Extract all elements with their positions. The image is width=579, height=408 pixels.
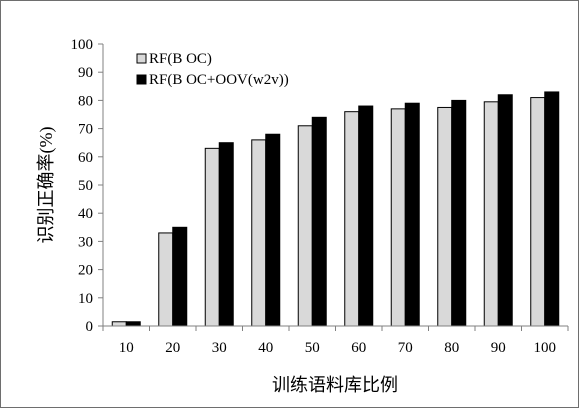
y-tick-label: 90 bbox=[78, 65, 93, 81]
x-tick-label: 90 bbox=[491, 340, 506, 356]
x-tick-label: 100 bbox=[534, 340, 557, 356]
y-tick-label: 60 bbox=[78, 150, 93, 166]
legend-swatch-series-1 bbox=[136, 53, 147, 64]
y-tick-label: 70 bbox=[78, 122, 93, 138]
bar-series-2-90 bbox=[497, 94, 513, 327]
bars bbox=[111, 91, 560, 327]
legend-label-series-1: RF(B OC) bbox=[149, 51, 212, 67]
x-tick-label: 10 bbox=[119, 340, 134, 356]
bar-series-2-50 bbox=[311, 116, 327, 327]
bar-series-2-100 bbox=[544, 91, 560, 327]
bar-series-1-20 bbox=[158, 232, 174, 327]
x-axis-label: 训练语料库比例 bbox=[272, 375, 398, 395]
y-axis-label: 识别正确率(%) bbox=[36, 127, 57, 244]
bar-series-1-50 bbox=[297, 125, 313, 327]
bar-series-2-10 bbox=[125, 321, 141, 327]
y-tick-label: 80 bbox=[78, 93, 93, 109]
x-tick-label: 50 bbox=[305, 340, 320, 356]
x-tick-label: 30 bbox=[212, 340, 227, 356]
y-tick-label: 0 bbox=[86, 319, 94, 335]
y-axis-ticks: 0 10 20 30 40 50 60 70 80 90 100 bbox=[71, 37, 103, 335]
y-tick-label: 40 bbox=[78, 206, 93, 222]
bar-series-1-40 bbox=[251, 139, 267, 327]
x-tick-label: 70 bbox=[398, 340, 413, 356]
bar-series-1-70 bbox=[390, 108, 406, 327]
x-tick-label: 20 bbox=[165, 340, 180, 356]
y-tick-label: 50 bbox=[78, 178, 93, 194]
x-axis-ticks: 10 20 30 40 50 60 70 80 90 100 bbox=[102, 326, 569, 356]
x-tick-label: 80 bbox=[444, 340, 459, 356]
legend-swatch-series-2 bbox=[136, 74, 147, 85]
bar-series-2-30 bbox=[218, 142, 234, 327]
bar-series-2-70 bbox=[404, 102, 420, 327]
bar-series-1-100 bbox=[530, 97, 546, 327]
bar-series-2-40 bbox=[265, 133, 281, 327]
bar-series-1-90 bbox=[483, 101, 499, 327]
legend-label-series-2: RF(B OC+OOV(w2v)) bbox=[149, 72, 289, 88]
bar-series-2-80 bbox=[451, 99, 467, 327]
bar-series-1-30 bbox=[204, 147, 220, 327]
x-tick-label: 60 bbox=[351, 340, 366, 356]
x-tick-label: 40 bbox=[258, 340, 273, 356]
bar-series-1-60 bbox=[344, 111, 360, 327]
y-tick-label: 30 bbox=[78, 234, 93, 250]
bar-series-2-20 bbox=[172, 226, 188, 327]
bar-series-2-60 bbox=[358, 105, 374, 327]
y-tick-label: 20 bbox=[78, 263, 93, 279]
bar-series-1-80 bbox=[437, 106, 453, 327]
bar-series-1-10 bbox=[111, 321, 127, 327]
y-tick-label: 100 bbox=[71, 37, 94, 53]
y-tick-label: 10 bbox=[78, 291, 93, 307]
legend: RF(B OC) RF(B OC+OOV(w2v)) bbox=[136, 51, 289, 88]
